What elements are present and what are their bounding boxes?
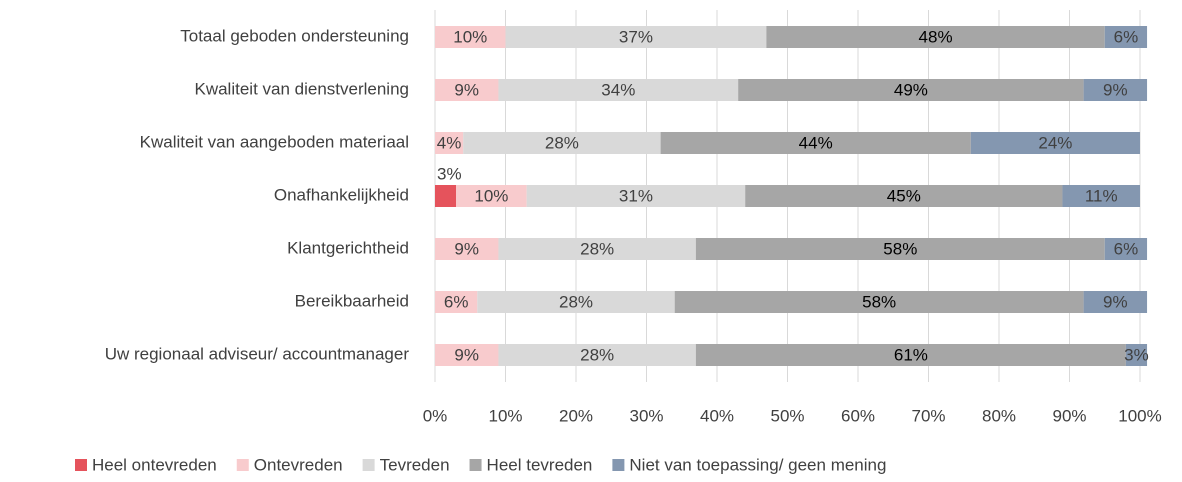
bar-segment: [435, 291, 478, 313]
data-label: 28%: [559, 292, 593, 311]
bar-segment: [1125, 344, 1148, 366]
legend-label: Heel ontevreden: [92, 455, 217, 474]
data-label: 48%: [919, 27, 953, 46]
data-label: 28%: [545, 133, 579, 152]
x-tick-label: 100%: [1118, 406, 1161, 425]
x-tick-label: 90%: [1052, 406, 1086, 425]
category-label: Kwaliteit van aangeboden materiaal: [140, 132, 409, 151]
data-label: 6%: [1114, 239, 1139, 258]
legend-swatch: [612, 459, 625, 471]
bar-segment: [1083, 79, 1148, 101]
bar-segment: [674, 291, 1084, 313]
data-label: 58%: [883, 239, 917, 258]
data-label: 9%: [454, 239, 479, 258]
data-label: 37%: [619, 27, 653, 46]
legend-label: Niet van toepassing/ geen mening: [629, 455, 886, 474]
bar-segment: [505, 26, 767, 48]
data-label: 49%: [894, 80, 928, 99]
bar-segment: [1104, 238, 1148, 260]
data-label: 58%: [862, 292, 896, 311]
data-label: 9%: [454, 345, 479, 364]
x-tick-label: 70%: [911, 406, 945, 425]
bar-segment: [456, 185, 527, 207]
legend-label: Ontevreden: [254, 455, 343, 474]
data-label: 6%: [1114, 27, 1139, 46]
bar-segment: [463, 132, 661, 154]
data-label: 9%: [1103, 292, 1128, 311]
data-label: 3%: [437, 164, 462, 183]
category-label: Onafhankelijkheid: [274, 185, 409, 204]
x-tick-label: 50%: [770, 406, 804, 425]
bar-segment: [526, 185, 746, 207]
bar-segment: [477, 291, 675, 313]
data-label: 11%: [1085, 186, 1118, 205]
data-label: 3%: [1124, 345, 1149, 364]
bar-segment: [766, 26, 1105, 48]
x-tick-label: 40%: [700, 406, 734, 425]
bar-segment: [1062, 185, 1140, 207]
bar-segment: [695, 344, 1126, 366]
x-tick-label: 0%: [423, 406, 448, 425]
category-label: Uw regionaal adviseur/ accountmanager: [105, 344, 410, 363]
legend-label: Tevreden: [380, 455, 450, 474]
data-label: 31%: [619, 186, 653, 205]
bar-segment: [435, 132, 464, 154]
bar-segment: [1104, 26, 1148, 48]
bar-segment: [435, 344, 499, 366]
category-label: Totaal geboden ondersteuning: [180, 26, 409, 45]
bar-segment: [435, 238, 499, 260]
category-label: Bereikbaarheid: [295, 291, 409, 310]
x-tick-label: 30%: [629, 406, 663, 425]
legend-swatch: [75, 459, 87, 471]
data-label: 44%: [799, 133, 833, 152]
bar-segment: [695, 238, 1105, 260]
data-label: 10%: [453, 27, 487, 46]
bar-segment: [738, 79, 1084, 101]
bar-segment: [435, 185, 457, 207]
data-label: 24%: [1038, 133, 1072, 152]
bar-segment: [1083, 291, 1148, 313]
bar-segment: [435, 26, 506, 48]
data-label: 34%: [601, 80, 635, 99]
legend-swatch: [236, 459, 249, 471]
bar-segment: [660, 132, 971, 154]
bar-segment: [498, 344, 696, 366]
data-label: 9%: [454, 80, 479, 99]
category-label: Kwaliteit van dienstverlening: [194, 79, 409, 98]
legend-swatch: [469, 459, 482, 471]
x-tick-label: 20%: [559, 406, 593, 425]
bar-segment: [745, 185, 1063, 207]
data-label: 28%: [580, 345, 614, 364]
x-tick-label: 80%: [982, 406, 1016, 425]
data-label: 9%: [1103, 80, 1128, 99]
data-label: 4%: [437, 133, 462, 152]
data-label: 45%: [887, 186, 921, 205]
data-label: 10%: [474, 186, 508, 205]
legend-swatch: [362, 459, 375, 471]
bar-segment: [435, 79, 499, 101]
data-label: 6%: [444, 292, 469, 311]
data-label: 28%: [580, 239, 614, 258]
bar-segment: [970, 132, 1140, 154]
bar-segment: [498, 79, 739, 101]
legend-label: Heel tevreden: [487, 455, 593, 474]
bar-segment: [498, 238, 696, 260]
category-label: Klantgerichtheid: [287, 238, 409, 257]
data-label: 61%: [894, 345, 928, 364]
x-tick-label: 60%: [841, 406, 875, 425]
x-tick-label: 10%: [488, 406, 522, 425]
